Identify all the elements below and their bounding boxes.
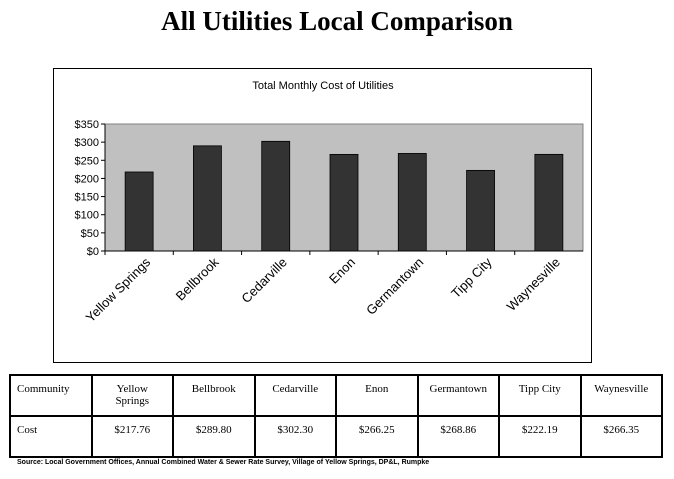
x-tick-label: Enon bbox=[326, 255, 358, 287]
table-header-cell: Enon bbox=[335, 374, 419, 417]
table-header-cell: Waynesville bbox=[579, 374, 663, 417]
bar bbox=[329, 153, 359, 252]
x-tick-label: Germantown bbox=[363, 255, 426, 318]
x-axis-labels: Yellow Springs Bellbrook Cedarville Enon Ger… bbox=[83, 251, 563, 325]
bars bbox=[124, 140, 564, 252]
x-tick-label: Waynesville bbox=[504, 255, 563, 314]
y-tick-label: $100 bbox=[75, 210, 99, 222]
table-header-row: Community Yellow Springs Bellbrook Cedar… bbox=[9, 374, 663, 417]
x-tick-label: Cedarville bbox=[238, 255, 289, 306]
table-cell: $268.86 bbox=[416, 415, 500, 458]
bar bbox=[124, 171, 154, 252]
chart-frame: Total Monthly Cost of Utilities $0 $50 $10… bbox=[53, 68, 592, 363]
x-tick-label: Bellbrook bbox=[173, 254, 222, 303]
table-cell: $302.30 bbox=[253, 415, 337, 458]
table-cell: $266.25 bbox=[335, 415, 419, 458]
x-tick-label: Tipp City bbox=[448, 254, 495, 301]
y-tick-label: $250 bbox=[75, 155, 99, 167]
cost-table: Community Yellow Springs Bellbrook Cedar… bbox=[9, 374, 663, 458]
y-tick-label: $350 bbox=[75, 119, 99, 131]
bar bbox=[397, 153, 427, 252]
bar bbox=[466, 169, 495, 252]
table-cell: $222.19 bbox=[498, 415, 582, 458]
table-cell: $266.35 bbox=[579, 415, 663, 458]
table-header-cell: Germantown bbox=[416, 374, 500, 417]
x-tick-label: Yellow Springs bbox=[83, 254, 154, 325]
table-header-community: Community bbox=[9, 374, 93, 417]
y-axis-ticks: $0 $50 $100 $150 $200 $250 $300 $350 bbox=[75, 119, 105, 258]
chart-title: Total Monthly Cost of Utilities bbox=[252, 80, 394, 92]
table-header-cell: Bellbrook bbox=[172, 374, 256, 417]
y-tick-label: $50 bbox=[81, 228, 99, 240]
table-cell: $217.76 bbox=[90, 415, 174, 458]
table-header-cell: Cedarville bbox=[253, 374, 337, 417]
page-title: All Utilities Local Comparison bbox=[161, 6, 513, 36]
y-tick-label: $0 bbox=[87, 246, 99, 258]
source-note: Source: Local Government Offices, Annual… bbox=[17, 459, 430, 466]
y-tick-label: $200 bbox=[75, 173, 99, 185]
y-tick-label: $150 bbox=[75, 192, 99, 204]
bar bbox=[193, 145, 222, 252]
table-row: Cost $217.76 $289.80 $302.30 $266.25 $26… bbox=[9, 415, 663, 458]
y-tick-label: $300 bbox=[75, 137, 99, 149]
table-header-cell: Yellow Springs bbox=[90, 374, 174, 417]
table-cell: $289.80 bbox=[172, 415, 256, 458]
bar bbox=[261, 140, 291, 252]
bar-chart: Total Monthly Cost of Utilities $0 $50 $10… bbox=[75, 80, 584, 325]
bar bbox=[534, 153, 564, 252]
table-row-label: Cost bbox=[9, 415, 93, 458]
table-header-cell: Tipp City bbox=[498, 374, 582, 417]
